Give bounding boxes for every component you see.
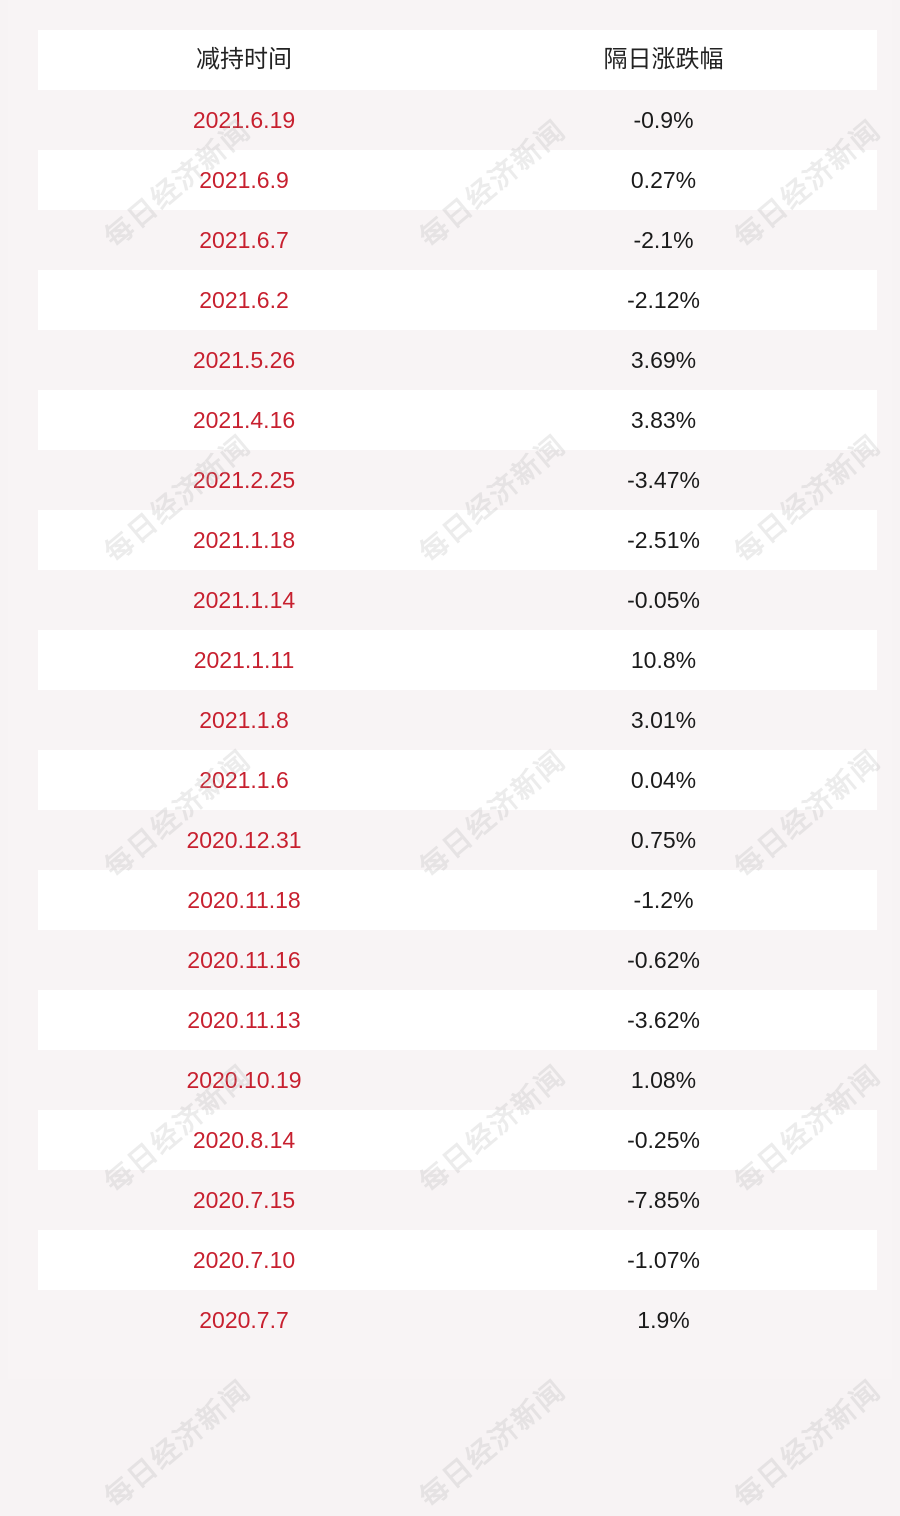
date-cell: 2020.7.15 bbox=[192, 1187, 296, 1213]
table-row: 2020.10.19 1.08% bbox=[38, 1050, 877, 1110]
date-cell: 2021.1.6 bbox=[199, 767, 289, 793]
table-row: 2020.11.18 -1.2% bbox=[38, 870, 877, 930]
watermark-text: 每日经济新闻 bbox=[413, 1373, 573, 1515]
change-cell: 1.9% bbox=[637, 1307, 690, 1333]
date-cell: 2021.6.2 bbox=[199, 287, 289, 313]
table-row: 2020.8.14 -0.25% bbox=[38, 1110, 877, 1170]
watermark-text: 每日经济新闻 bbox=[98, 1373, 258, 1515]
date-cell: 2020.8.14 bbox=[192, 1127, 296, 1153]
table-row: 2021.6.7 -2.1% bbox=[38, 210, 877, 270]
table-row: 2021.5.26 3.69% bbox=[38, 330, 877, 390]
date-cell: 2021.2.25 bbox=[192, 467, 296, 493]
date-cell: 2021.1.14 bbox=[192, 587, 296, 613]
change-cell: 3.83% bbox=[630, 407, 697, 433]
table-row: 2021.4.16 3.83% bbox=[38, 390, 877, 450]
table-row: 2021.6.9 0.27% bbox=[38, 150, 877, 210]
change-cell: -1.07% bbox=[627, 1247, 700, 1273]
date-cell: 2020.11.13 bbox=[187, 1007, 301, 1033]
table-row: 2020.7.10 -1.07% bbox=[38, 1230, 877, 1290]
table-row: 2021.6.19 -0.9% bbox=[38, 90, 877, 150]
change-cell: -2.1% bbox=[633, 227, 694, 253]
date-cell: 2021.5.26 bbox=[192, 347, 296, 373]
change-cell: -7.85% bbox=[627, 1187, 700, 1213]
change-cell: -3.62% bbox=[627, 1007, 700, 1033]
date-cell: 2021.1.8 bbox=[199, 707, 289, 733]
table-row: 2021.2.25 -3.47% bbox=[38, 450, 877, 510]
date-cell: 2020.11.16 bbox=[187, 947, 301, 973]
date-cell: 2021.6.9 bbox=[199, 167, 289, 193]
table-row: 2020.11.16 -0.62% bbox=[38, 930, 877, 990]
table-row: 2020.12.31 0.75% bbox=[38, 810, 877, 870]
table-row: 2021.1.6 0.04% bbox=[38, 750, 877, 810]
change-cell: 3.69% bbox=[630, 347, 697, 373]
table-body: 2021.6.19 -0.9% 2021.6.9 0.27% 2021.6.7 -2.1%… bbox=[38, 90, 877, 1350]
change-cell: -0.25% bbox=[627, 1127, 700, 1153]
date-cell: 2020.7.7 bbox=[199, 1307, 289, 1333]
date-cell: 2021.6.19 bbox=[192, 107, 296, 133]
table-row: 2021.1.14 -0.05% bbox=[38, 570, 877, 630]
table-row: 2021.1.8 3.01% bbox=[38, 690, 877, 750]
change-cell: -3.47% bbox=[627, 467, 700, 493]
change-cell: 0.75% bbox=[630, 827, 697, 853]
change-cell: -0.62% bbox=[627, 947, 700, 973]
change-cell: 1.08% bbox=[630, 1067, 697, 1093]
change-cell: 0.04% bbox=[630, 767, 697, 793]
date-cell: 2021.6.7 bbox=[199, 227, 289, 253]
change-cell: -0.9% bbox=[633, 107, 694, 133]
date-cell: 2021.1.11 bbox=[193, 647, 295, 673]
table-row: 2021.1.11 10.8% bbox=[38, 630, 877, 690]
date-cell: 2020.7.10 bbox=[192, 1247, 296, 1273]
change-cell: -0.05% bbox=[627, 587, 700, 613]
change-cell: -2.12% bbox=[627, 287, 700, 313]
data-table: 减持时间 隔日涨跌幅 2021.6.19 -0.9% 2021.6.9 0.27% 20… bbox=[38, 30, 877, 1350]
date-cell: 2020.12.31 bbox=[186, 827, 302, 853]
table-row: 2021.6.2 -2.12% bbox=[38, 270, 877, 330]
table-row: 2020.7.7 1.9% bbox=[38, 1290, 877, 1350]
date-cell: 2020.11.18 bbox=[187, 887, 301, 913]
column-header-date: 减持时间 bbox=[196, 46, 292, 73]
watermark-text: 每日经济新闻 bbox=[728, 1373, 888, 1515]
change-cell: 0.27% bbox=[630, 167, 697, 193]
change-cell: -1.2% bbox=[633, 887, 694, 913]
column-header-change: 隔日涨跌幅 bbox=[603, 46, 724, 73]
table-row: 2021.1.18 -2.51% bbox=[38, 510, 877, 570]
change-cell: -2.51% bbox=[627, 527, 700, 553]
table-row: 2020.11.13 -3.62% bbox=[38, 990, 877, 1050]
date-cell: 2021.4.16 bbox=[192, 407, 296, 433]
change-cell: 10.8% bbox=[630, 647, 697, 673]
date-cell: 2020.10.19 bbox=[186, 1067, 302, 1093]
change-cell: 3.01% bbox=[630, 707, 697, 733]
date-cell: 2021.1.18 bbox=[192, 527, 296, 553]
table-header-row: 减持时间 隔日涨跌幅 bbox=[38, 30, 877, 90]
table-row: 2020.7.15 -7.85% bbox=[38, 1170, 877, 1230]
